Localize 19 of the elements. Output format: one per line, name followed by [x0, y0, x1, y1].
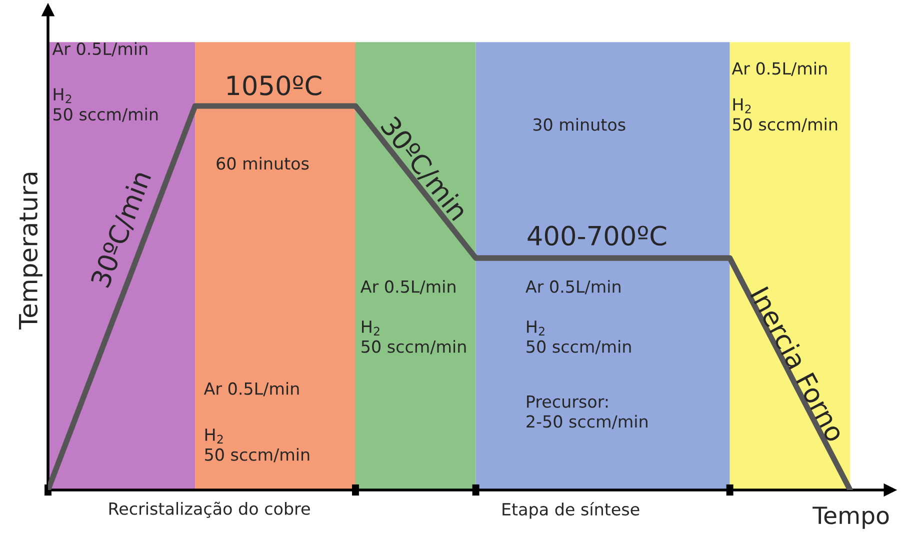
annotation: H$_{2}$ 50 sccm/min	[53, 88, 158, 122]
annotation: Ar 0.5L/min	[360, 280, 456, 294]
annotation: H$_{2}$ 50 sccm/min	[205, 428, 310, 462]
annotation: H$_{2}$ 50 sccm/min	[732, 98, 838, 132]
text: Ar 0.5L/min	[732, 62, 827, 76]
annotation: H$_{2}$ 50 sccm/min	[526, 320, 631, 354]
y-axis-title: Temperatura	[19, 172, 42, 330]
x-axis-title: Tempo	[812, 506, 889, 529]
annotation: 400-700ºC	[528, 226, 666, 246]
text: Ar 0.5L/min	[52, 42, 148, 56]
annotation: 30 minutos	[533, 118, 626, 131]
text: 1050ºC	[228, 75, 322, 96]
annotation: 60 minutos	[216, 156, 309, 170]
annotation: Precursor: 2-50 sccm/min	[526, 395, 648, 430]
annotation: H$_{2}$ 50 sccm/min	[362, 320, 466, 354]
text: Recristalização do cobre	[109, 502, 310, 518]
annotation: Ar 0.5L/min	[204, 382, 299, 396]
text: Etapa de síntese	[502, 502, 640, 519]
annotation: Ar 0.5L/min	[526, 280, 620, 294]
